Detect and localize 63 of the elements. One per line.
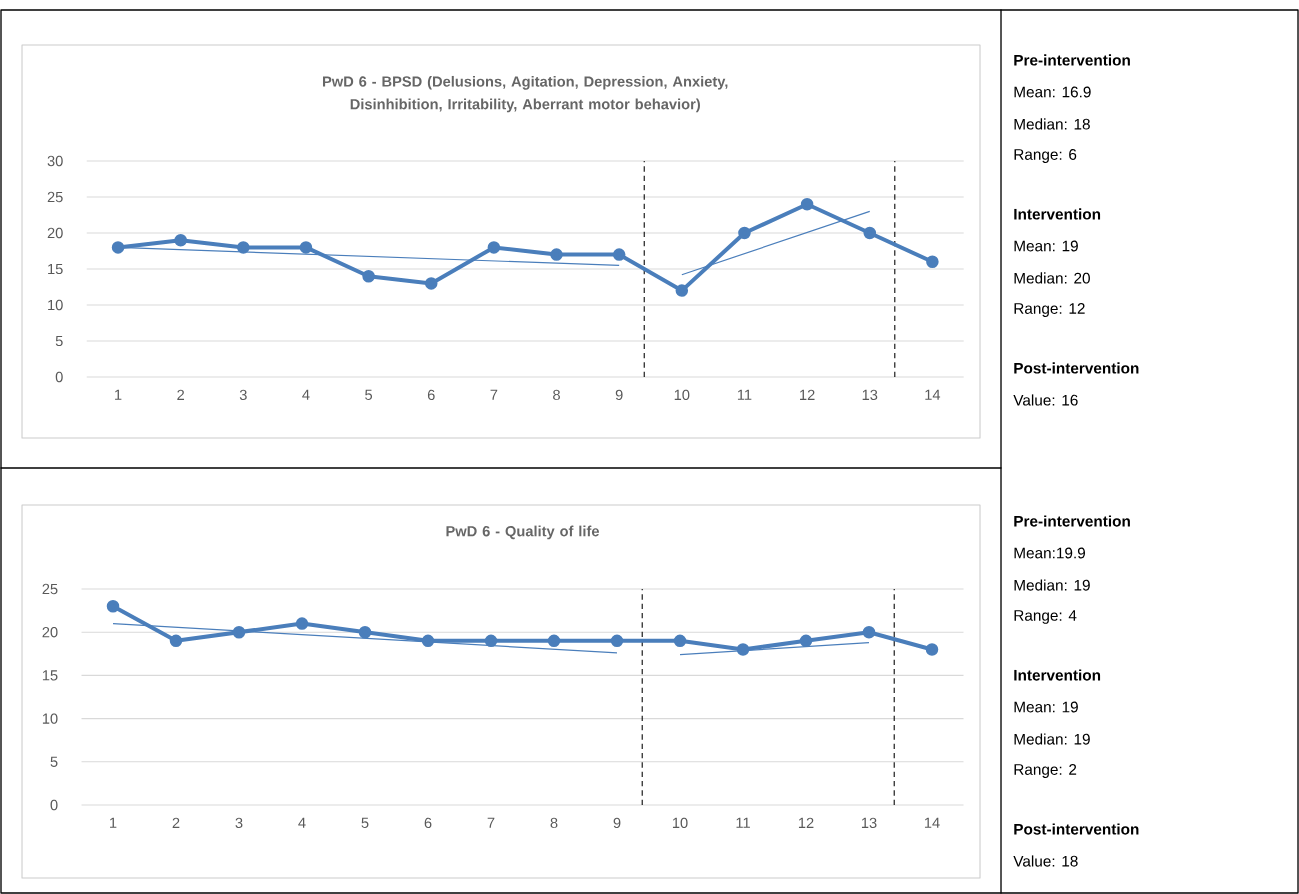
y-tick-label: 20	[42, 627, 58, 638]
x-tick-label: 13	[862, 389, 878, 401]
x-tick-label: 4	[298, 817, 306, 828]
text: Mean:19.9	[1014, 547, 1085, 559]
x-tick-label: 5	[365, 389, 373, 400]
text: Range: 12	[1014, 303, 1085, 317]
y-tick-label: 5	[55, 335, 63, 347]
x-tick-label: 5	[361, 817, 369, 828]
x-tick-label: 6	[427, 389, 435, 401]
text: Mean: 16.9	[1014, 86, 1091, 98]
x-tick-label: 9	[613, 817, 621, 829]
text: Pre-intervention	[1014, 515, 1130, 527]
x-tick-label: 4	[302, 389, 310, 400]
x-tick-label: 6	[424, 817, 432, 829]
y-tick-label: 15	[48, 263, 63, 275]
x-tick-label: 12	[798, 817, 814, 828]
y-tick-label: 0	[55, 371, 63, 383]
y-tick-label: 0	[50, 799, 58, 811]
y-tick-label: 5	[50, 756, 58, 767]
y-tick-label: 25	[42, 583, 58, 595]
text: Pre-intervention	[1014, 54, 1130, 66]
x-tick-label: 3	[239, 389, 247, 401]
text: Intervention	[1014, 669, 1101, 681]
x-tick-label: 2	[172, 817, 180, 828]
x-tick-label: 1	[115, 389, 122, 400]
text: Value: 16	[1013, 394, 1078, 406]
x-tick-label: 3	[235, 817, 243, 829]
text: Median: 18	[1014, 118, 1090, 130]
x-tick-label: 11	[737, 389, 752, 400]
chart-title: PwD 6 - BPSD (Delusions, Agitation, Depression, Anxiety, Disinhibition, Irritability, Aberrant motor behavior)	[323, 75, 728, 113]
text: Median: 20	[1014, 272, 1090, 284]
text: Median: 19	[1014, 579, 1090, 591]
text: Mean: 19	[1014, 701, 1078, 713]
x-tick-label: 13	[861, 817, 877, 829]
text: Mean: 19	[1014, 240, 1078, 252]
x-tick-label: 14	[925, 389, 941, 400]
y-tick-label: 10	[48, 299, 63, 311]
x-tick-label: 11	[736, 817, 750, 828]
text: Range: 2	[1014, 764, 1077, 778]
x-tick-label: 1	[110, 817, 117, 828]
text: Value: 18	[1013, 855, 1078, 867]
x-tick-label: 7	[487, 817, 495, 828]
text: Post-intervention	[1014, 362, 1139, 374]
chart-title: PwD 6 - Quality of life	[446, 525, 600, 540]
y-tick-label: 30	[47, 155, 63, 167]
text: Median: 19	[1014, 733, 1090, 745]
x-tick-label: 10	[672, 817, 688, 829]
y-tick-label: 25	[47, 191, 63, 203]
y-tick-label: 10	[42, 713, 58, 724]
x-tick-label: 9	[615, 389, 623, 401]
x-tick-label: 10	[674, 389, 690, 401]
text: Range: 4	[1014, 610, 1077, 624]
text: Range: 6	[1014, 149, 1077, 163]
x-tick-label: 2	[177, 389, 185, 400]
text: Post-intervention	[1014, 823, 1139, 835]
x-tick-label: 7	[490, 389, 498, 400]
y-tick-label: 15	[42, 670, 58, 681]
x-tick-label: 12	[800, 389, 815, 400]
text: Intervention	[1014, 208, 1101, 220]
x-tick-label: 14	[924, 817, 940, 828]
x-tick-label: 8	[553, 389, 560, 401]
x-tick-label: 8	[550, 817, 558, 829]
y-tick-label: 20	[47, 227, 63, 239]
